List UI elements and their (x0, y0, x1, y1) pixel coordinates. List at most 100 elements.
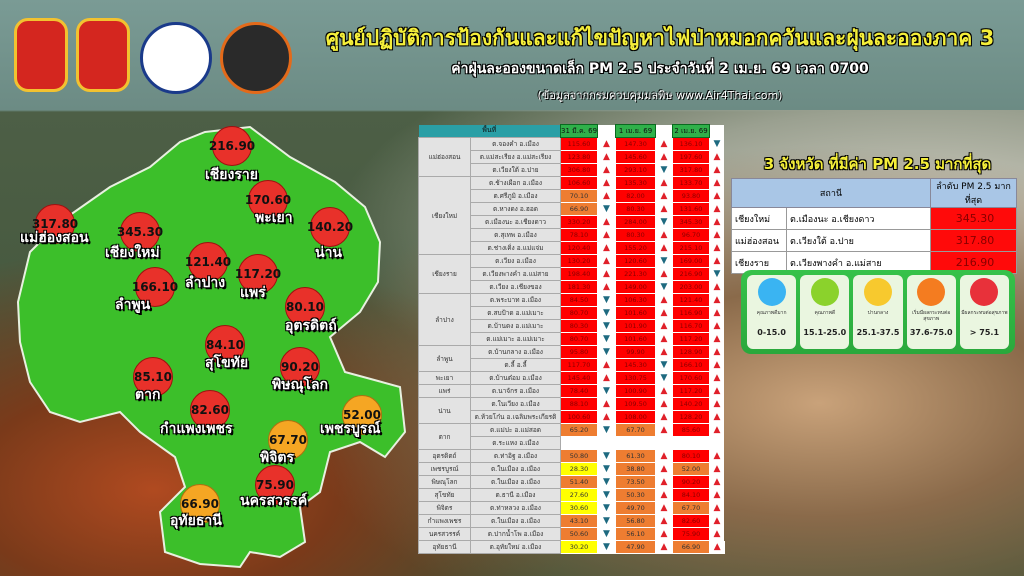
pm25-value (560, 436, 599, 450)
table-row: อุตรดิตถ์ ต.ท่าอิฐ อ.เมือง 50.80 ▼ 61.30 ▲ 80.… (418, 449, 725, 463)
trend-up-icon: ▲ (597, 137, 616, 151)
table-row: ต.ศรีภูมิ อ.เมือง 70.10 ▲ 82.00 ▲ 93.80 ▲ (419, 189, 725, 203)
pm25-bubble: 52.00 (342, 395, 382, 435)
station-cell: ต.ปากน้ำโพ อ.เมือง (469, 527, 562, 541)
province-cell: แม่ฮ่องสอน (418, 137, 471, 177)
pm25-value: 84.10 (672, 488, 711, 502)
province-label: กำแพงเพชร (160, 421, 233, 437)
pm25-value: 100.60 (560, 410, 599, 424)
pm25-value: 101.60 (615, 332, 657, 346)
pm25-value: 197.60 (672, 150, 711, 164)
table-row: อุทัยธานี ต.อุทัยใหม่ อ.เมือง 30.20 ▼ 47.90 ▲… (418, 540, 725, 554)
pm25-value: 169.00 (672, 254, 711, 268)
station-cell: ต.ในเมือง อ.เมือง (469, 462, 562, 476)
trend-down-icon: ▼ (597, 514, 616, 528)
pm25-value: 140.20 (672, 397, 711, 411)
col-area: พื้นที่ (418, 124, 561, 138)
pm25-bubble: 82.60 (190, 390, 230, 430)
face-icon (864, 278, 892, 306)
pm25-value: 106.30 (615, 293, 657, 307)
table-row: แม่ฮ่องสอน ต.เวียงใต้ อ.ปาย 317.80 (731, 229, 1017, 252)
trend-down-icon: ▼ (597, 332, 616, 346)
table-row: นครสวรรค์ ต.ปากน้ำโพ อ.เมือง 50.60 ▼ 56.10 ▲ 7… (418, 527, 725, 541)
trend-up-icon: ▲ (655, 384, 673, 398)
station-cell: ต.สุเทพ อ.เมือง (469, 228, 562, 242)
pm25-value: 130.20 (560, 254, 599, 268)
pm25-value: 216.90 (672, 267, 711, 281)
trend-down-icon: ▼ (597, 384, 616, 398)
pm25-bubble: 216.90 (209, 126, 255, 166)
face-icon (810, 278, 839, 306)
table-row: ต.เวียงพางคำ อ.แม่สาย 198.40 ▲ 221.30 ▲ 216.9… (419, 267, 725, 281)
trend-down-icon: ▼ (597, 345, 616, 359)
province-label: พิษณุโลก (272, 377, 329, 393)
pm25-value: 61.30 (615, 449, 657, 463)
trend-up-icon: ▲ (655, 475, 673, 489)
pm25-bubble: 80.10 (285, 287, 325, 327)
pm25-value: 284.00 (615, 215, 657, 229)
trend-up-icon: ▲ (655, 241, 673, 255)
trend-up-icon: ▲ (597, 228, 616, 242)
trend-up-icon: ▲ (709, 163, 725, 177)
pm25-bubble: 75.90 (255, 465, 295, 505)
station-cell: ต.ท่าอิฐ อ.เมือง (469, 449, 562, 463)
pm25-bubble: 67.70 (268, 420, 308, 460)
legend-item: คุณภาพดี 15.1-25.0 (800, 275, 850, 349)
page-subtitle: ค่าฝุ่นละอองขนาดเล็ก PM 2.5 ประจำวันที่ … (451, 61, 869, 77)
province-cell: อุทัยธานี (418, 540, 471, 554)
table-row: เชียงใหม่ ต.เมืองนะ อ.เชียงดาว 345.30 (731, 207, 1017, 230)
pm25-value: 51.40 (560, 475, 599, 489)
top3-value: 317.80 (930, 229, 1017, 252)
province-cell: แพร่ (418, 384, 471, 398)
trend-down-icon: ▼ (597, 540, 616, 554)
station-cell: ต.ในเมือง อ.เมือง (469, 475, 562, 489)
province-cell: ตาก (418, 423, 471, 450)
pm25-value: 75.90 (672, 527, 711, 541)
pm25-value: 345.30 (672, 215, 711, 229)
station-cell: ต.เวียงใต้ อ.ปาย (469, 163, 562, 177)
trend-up-icon: ▲ (597, 410, 616, 424)
trend-up-icon: ▲ (655, 462, 673, 476)
station-cell: ต.ศรีภูมิ อ.เมือง (469, 189, 562, 203)
pm25-value: 155.20 (615, 241, 657, 255)
station-cell: ต.ระแหง อ.เมือง (469, 436, 562, 450)
station-cell: ต.พระบาท อ.เมือง (469, 293, 562, 307)
province-cell: พะเยา (418, 371, 471, 385)
pm25-value: 181.30 (560, 280, 599, 294)
pm25-station-table: พื้นที่ 31 มี.ค. 69 1 เม.ย. 69 2 เม.ย. 6… (418, 124, 725, 554)
pm25-value: 49.70 (615, 501, 657, 515)
table-row: ลำปาง ต.พระบาท อ.เมือง 84.50 ▼ 106.30 ▲ 121.40… (418, 293, 725, 346)
pm25-bubble: 85.10 (133, 357, 173, 397)
pm25-value: 80.10 (672, 449, 711, 463)
trend-up-icon: ▲ (709, 540, 725, 554)
pm25-value: 82.00 (615, 189, 657, 203)
table-row: เชียงราย ต.เวียงพางคำ อ.แม่สาย 216.90 (731, 251, 1017, 274)
trend-up-icon: ▲ (709, 293, 725, 307)
pm25-value: 117.20 (672, 384, 711, 398)
pm25-value: 67.70 (672, 501, 711, 515)
station-cell: ต.จองคำ อ.เมือง (469, 137, 562, 151)
empty-cell (655, 436, 673, 450)
trend-up-icon: ▲ (655, 189, 673, 203)
trend-up-icon: ▲ (655, 202, 673, 216)
pm25-value: 133.70 (672, 176, 711, 190)
trend-up-icon: ▲ (709, 280, 725, 294)
pm25-value: 317.80 (672, 163, 711, 177)
trend-down-icon: ▼ (597, 488, 616, 502)
trend-up-icon: ▲ (709, 462, 725, 476)
trend-up-icon: ▲ (709, 241, 725, 255)
pm25-value: 78.10 (560, 228, 599, 242)
pm25-value: 73.50 (615, 475, 657, 489)
station-cell: ต.เมืองนะ อ.เชียงดาว (469, 215, 562, 229)
station-cell: ต.บ้านต๋อม อ.เมือง (469, 371, 562, 385)
trend-down-icon: ▼ (597, 319, 616, 333)
pm25-value (615, 436, 657, 450)
province-label: เชียงใหม่ (105, 245, 160, 261)
table-row: ต.ห้วยโก๋น อ.เฉลิมพระเกียรติ 100.60 ▲ 108.0… (419, 410, 725, 424)
pm25-value: 50.60 (560, 527, 599, 541)
pm25-value: 88.10 (560, 397, 599, 411)
trend-up-icon: ▲ (655, 488, 673, 502)
top3-col-rank: ลำดับ PM 2.5 มากที่สุด (930, 178, 1017, 208)
trend-up-icon: ▲ (655, 293, 673, 307)
table-row: ลำพูน ต.บ้านกลาง อ.เมือง 95.80 ▼ 99.90 ▲ 128.9… (418, 345, 725, 372)
